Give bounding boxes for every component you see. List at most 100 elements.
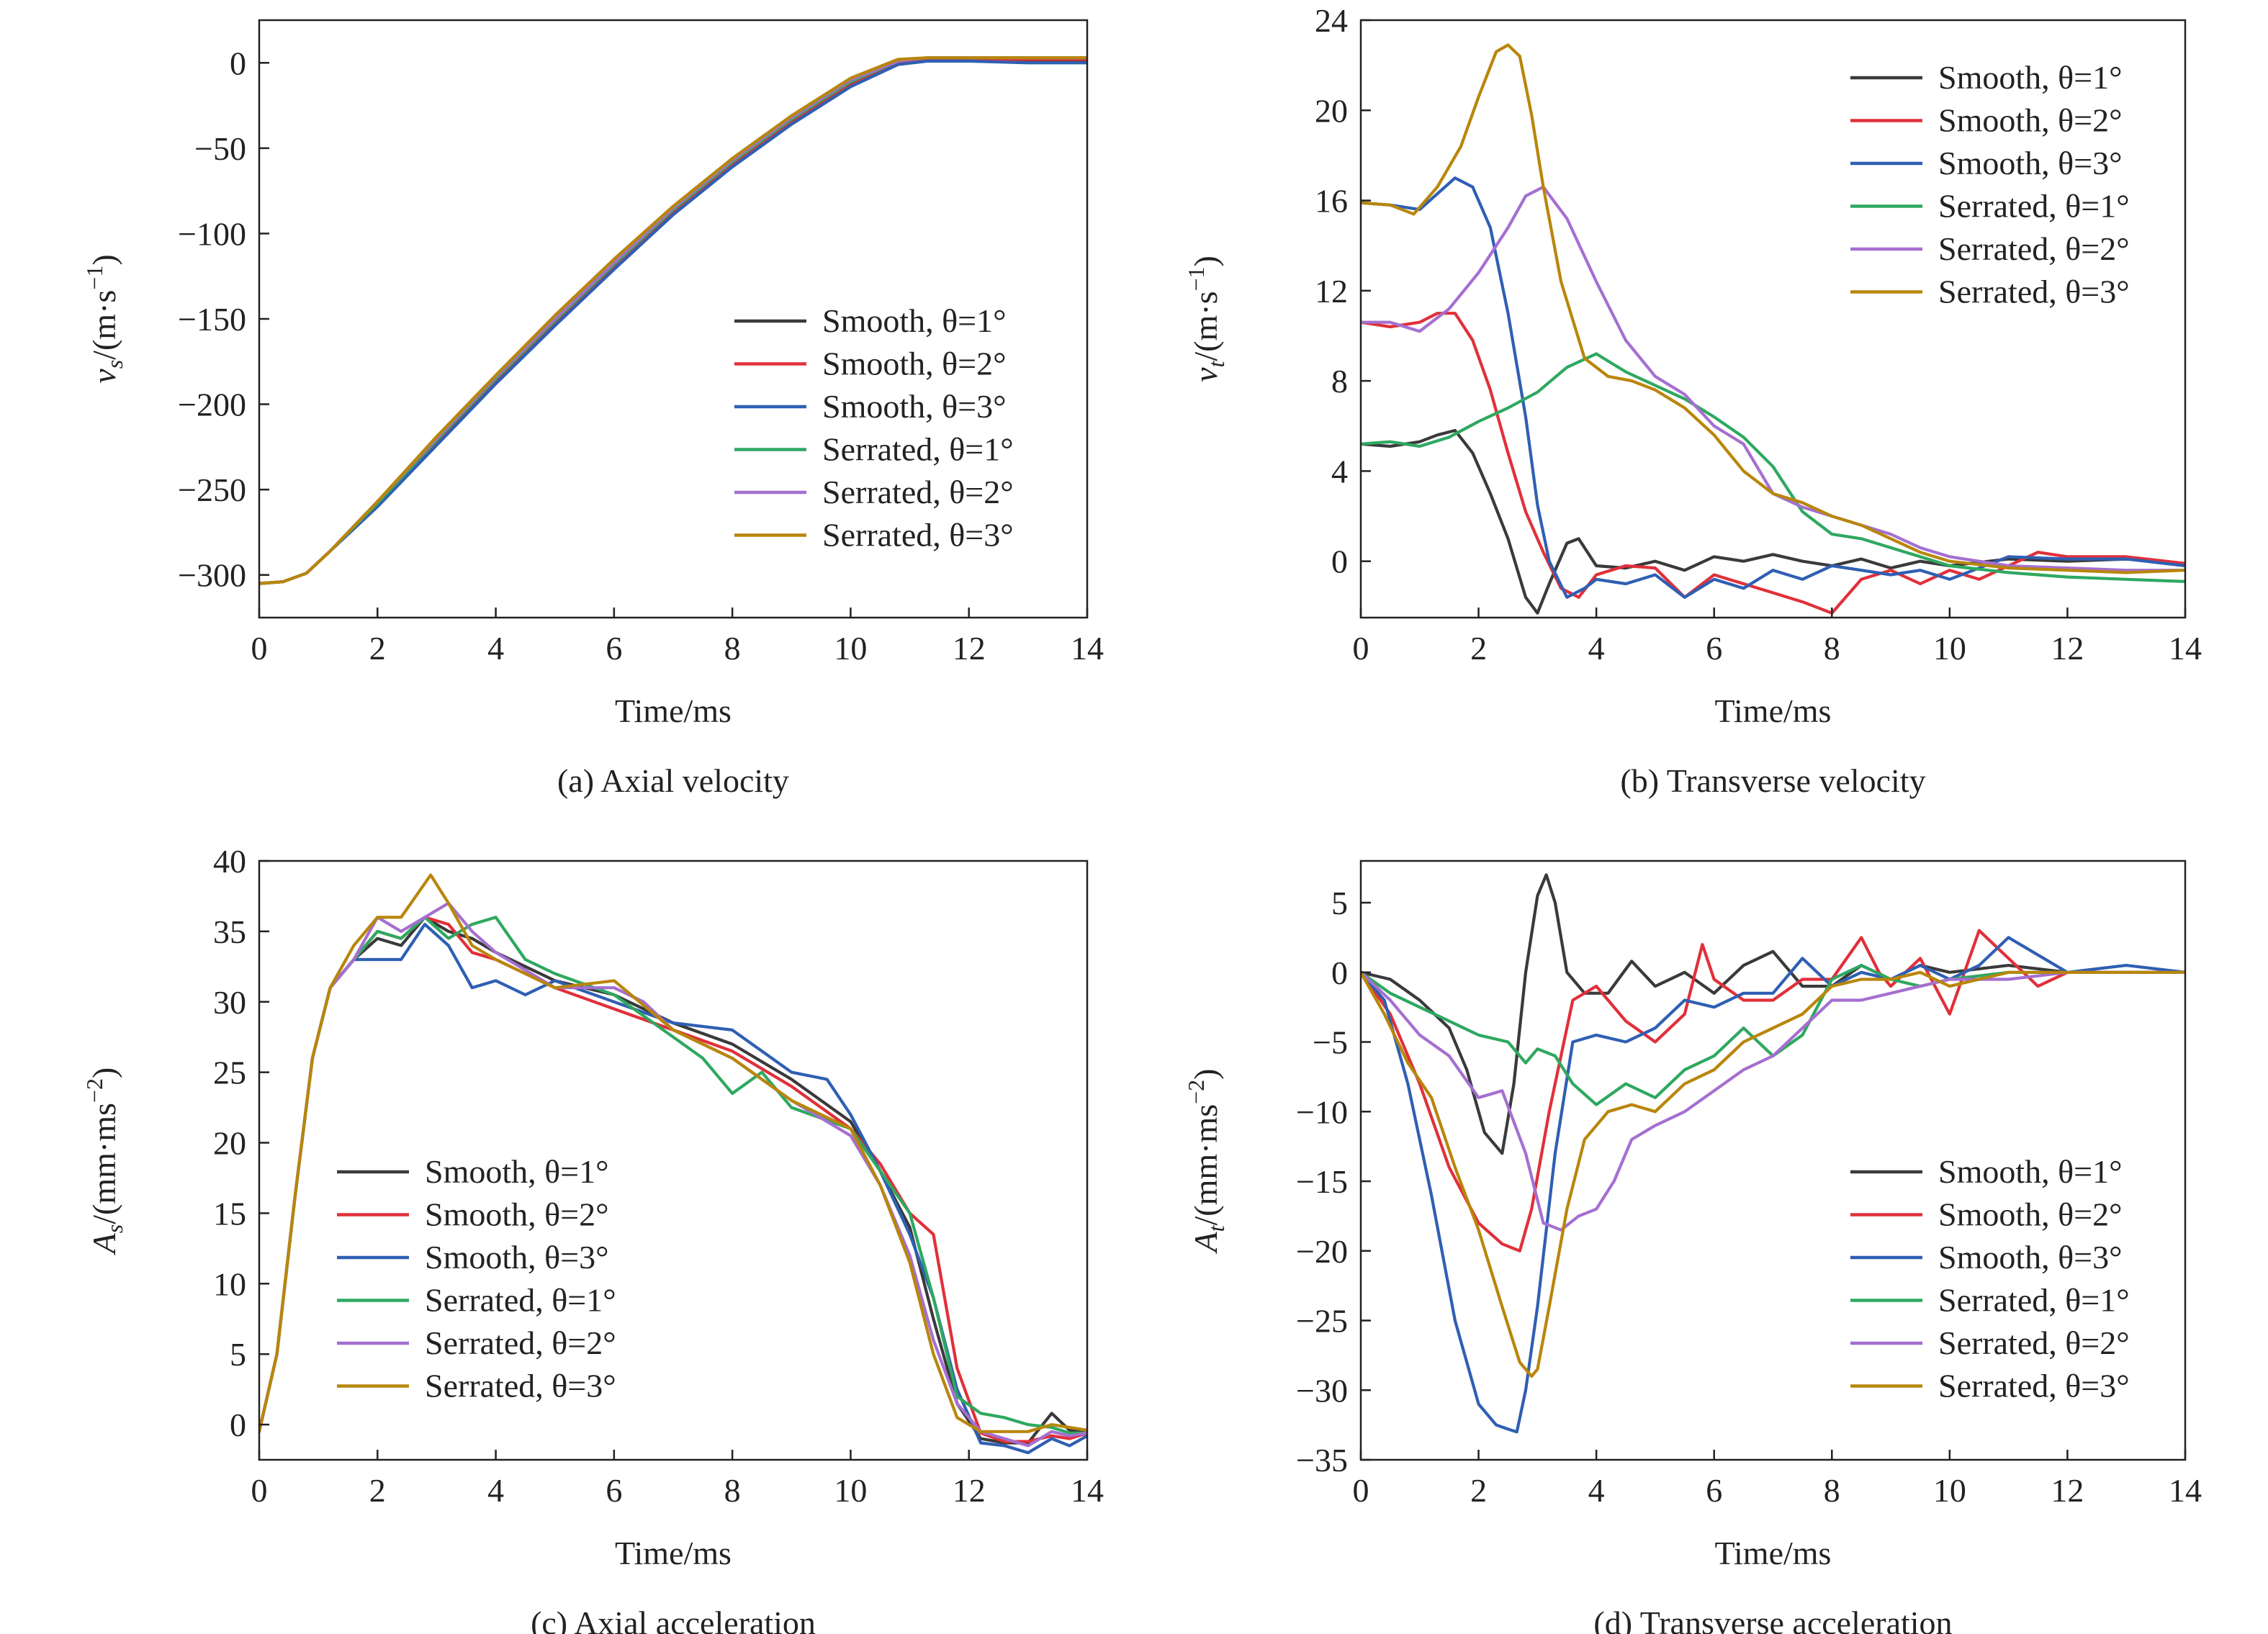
legend-label-1: Smooth, θ=1° [1938,59,2123,96]
panel-c-axial-acceleration: 0 2 4 6 8 10 12 14 0 5 10 15 20 25 30 35 40 Time/ms As/(mm… [81,843,1104,1634]
legend-label-2: Smooth, θ=2° [822,346,1007,382]
y-tick-label: 40 [213,843,246,880]
y-tick-label: 0 [230,1407,246,1443]
legend-label-4: Serrated, θ=1° [1938,1282,2130,1319]
x-tick-label: 14 [1071,630,1104,667]
legend-label-6: Serrated, θ=3° [1938,274,2130,310]
y-tick-label: −15 [1296,1163,1348,1200]
y-label-close: ) [86,254,122,265]
y-tick-label: 5 [230,1336,246,1373]
y-tick-label: 20 [213,1125,246,1162]
plot-frame [1359,19,2187,619]
legend-label-1: Smooth, θ=1° [425,1153,609,1190]
series-group [259,56,1087,585]
legend-label-6: Serrated, θ=3° [822,517,1014,554]
y-label-subscript: t [1203,360,1229,367]
y-axis-label: At/(mm·ms−2) [1183,1068,1229,1254]
legend: Smooth, θ=1° Smooth, θ=2° Smooth, θ=3° Serr… [1850,1153,2130,1404]
y-label-subscript: t [1203,1224,1229,1232]
legend-label-6: Serrated, θ=3° [1938,1368,2130,1404]
x-axis-label: Time/ms [1715,1535,1832,1571]
legend-label-4: Serrated, θ=1° [822,431,1014,468]
legend-label-3: Smooth, θ=3° [1938,1239,2123,1276]
y-label-close: ) [1187,256,1224,266]
x-tick-label: 10 [1933,630,1966,667]
y-label-symbol: A [86,1232,122,1255]
y-tick-label: 5 [1331,885,1348,921]
y-tick-label: 15 [213,1195,246,1232]
y-tick-label: −200 [178,387,246,423]
y-label-superscript: −1 [81,266,107,290]
series-line-5 [1361,185,2185,572]
x-axis-label: Time/ms [1715,692,1832,729]
series-group [1361,873,2185,1434]
y-tick-label: −250 [178,471,246,508]
y-tick-label: 35 [213,913,246,950]
panel-caption: (b) Transverse velocity [1620,762,1925,799]
x-tick-label: 10 [834,630,867,667]
x-tick-label: 8 [1824,630,1840,667]
y-label-unit: /(mm·ms [1187,1104,1224,1226]
x-tick-label: 10 [1933,1472,1966,1509]
y-tick-label: −35 [1296,1442,1348,1479]
x-axis-label: Time/ms [615,692,732,729]
y-tick-label: 10 [213,1265,246,1302]
series-group [259,873,1087,1455]
y-axis-label: vt/(m·s−1) [1183,256,1229,382]
legend-label-1: Smooth, θ=1° [822,302,1007,339]
y-label-subscript: s [102,1224,127,1233]
legend: Smooth, θ=1° Smooth, θ=2° Smooth, θ=3° Serr… [1850,59,2130,310]
series-line-2 [259,916,1087,1443]
series-line-6 [1361,43,2185,574]
y-tick-label: −100 [178,215,246,252]
legend: Smooth, θ=1° Smooth, θ=2° Smooth, θ=3° Serr… [734,302,1014,554]
y-label-unit: /(m·s [1187,291,1224,361]
y-tick-label: 30 [213,984,246,1021]
series-line-5 [1361,970,2185,1232]
legend-label-4: Serrated, θ=1° [425,1282,616,1319]
series-line-4 [259,916,1087,1435]
y-tick-label: 0 [1331,954,1348,991]
y-label-superscript: −2 [81,1078,107,1103]
legend-label-5: Serrated, θ=2° [425,1324,616,1361]
y-tick-label: 16 [1315,183,1348,220]
y-label-close: ) [1187,1068,1224,1079]
legend-label-5: Serrated, θ=2° [1938,1324,2130,1361]
x-tick-label: 0 [1353,1472,1369,1509]
x-tick-label: 12 [953,1472,986,1509]
x-tick-label: 12 [953,630,986,667]
y-axis-label: As/(mm·ms−2) [81,1067,127,1256]
series-line-4 [1361,352,2185,583]
x-tick-label: 4 [1588,1472,1605,1509]
x-axis-label: Time/ms [615,1535,732,1571]
y-label-superscript: −2 [1183,1080,1209,1104]
y-tick-label: −30 [1296,1372,1348,1409]
x-tick-label: 4 [487,630,504,667]
series-line-1 [259,916,1087,1445]
series-line-6 [259,873,1087,1433]
legend-label-5: Serrated, θ=2° [1938,230,2130,267]
legend-label-3: Smooth, θ=3° [1938,145,2123,181]
plot-frame [258,859,1089,1461]
plot-frame [1359,859,2187,1461]
panel-caption: (a) Axial velocity [557,762,789,799]
y-tick-label: 12 [1315,273,1348,310]
y-label-subscript: s [102,360,127,369]
legend-label-3: Smooth, θ=3° [822,388,1007,425]
x-tick-label: 2 [1470,1472,1487,1509]
series-line-1 [1361,428,2185,615]
x-tick-label: 2 [1470,630,1487,667]
x-tick-label: 4 [1588,630,1605,667]
legend-label-2: Smooth, θ=2° [425,1196,609,1233]
series-line-3 [259,923,1087,1455]
x-tick-label: 10 [834,1472,867,1509]
x-tick-label: 0 [251,1472,268,1509]
legend-label-3: Smooth, θ=3° [425,1239,609,1276]
legend-label-2: Smooth, θ=2° [1938,102,2123,139]
x-tick-label: 8 [1824,1472,1840,1509]
y-label-unit: /(m·s [86,290,122,360]
y-tick-label: −20 [1296,1233,1348,1270]
y-tick-label: 0 [1331,543,1348,580]
legend-label-5: Serrated, θ=2° [822,474,1014,510]
